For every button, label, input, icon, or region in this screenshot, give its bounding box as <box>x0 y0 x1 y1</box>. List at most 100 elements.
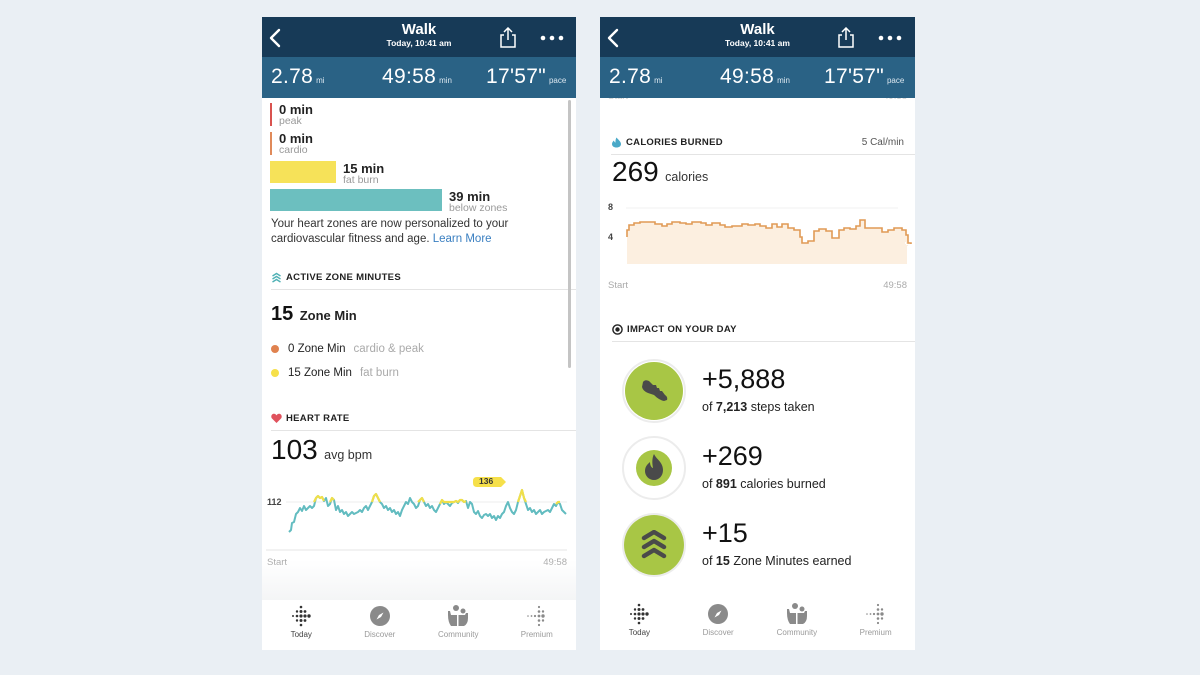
hr-peak-label: 136 <box>479 476 494 486</box>
nav-header: Walk Today, 10:41 am <box>262 17 576 57</box>
fitbit-dots-icon <box>292 605 311 627</box>
azm-item-cardio-peak: 0 Zone Min cardio & peak <box>271 343 424 355</box>
pace-stat: 17'57" pace <box>486 65 566 89</box>
desc-total: 15 <box>715 554 730 568</box>
distance-unit: mi <box>316 76 325 85</box>
tab-today-label: Today <box>628 628 651 637</box>
tab-discover[interactable]: Discover <box>341 600 420 650</box>
desc-total: 7,213 <box>715 400 748 414</box>
zone-peak-label: peak <box>279 115 302 127</box>
page-title: Walk <box>740 21 775 38</box>
page-subtitle: Today, 10:41 am <box>386 38 452 48</box>
desc-prefix: of <box>702 400 713 414</box>
right-screen-walk-details: Walk Today, 10:41 am 2.78 mi 49:58 min 17'… <box>600 17 915 650</box>
zone-below-label: below zones <box>449 202 508 214</box>
zone-fat-burn-label: fat burn <box>343 174 379 186</box>
stats-bar: 2.78 mi 49:58 min 17'57" pace <box>262 57 576 98</box>
calorie-drop-icon <box>612 137 621 148</box>
duration-unit: min <box>777 76 790 85</box>
impact-calories: +269 of 891 calories burned <box>600 436 915 506</box>
title-group: Walk Today, 10:41 am <box>600 21 915 49</box>
duration-value: 49:58 <box>720 65 775 88</box>
azm-total-unit: Zone Min <box>299 308 357 323</box>
tab-premium[interactable]: Premium <box>498 600 577 650</box>
tab-community[interactable]: Community <box>419 600 498 650</box>
active-zone-minutes-title: ACTIVE ZONE MINUTES <box>286 272 401 283</box>
distance-stat: 2.78 mi <box>271 65 325 89</box>
prev-chart-x-end: 49:58 <box>883 98 907 102</box>
zone-minutes-ring <box>622 513 686 577</box>
tab-community-label: Community <box>776 628 818 637</box>
steps-circle <box>625 362 683 420</box>
azm-item-label: cardio & peak <box>353 343 424 355</box>
tab-premium[interactable]: Premium <box>836 598 915 648</box>
zone-minutes-impact-value: +15 <box>702 518 748 548</box>
desc-prefix: of <box>702 477 713 491</box>
calories-total-unit: calories <box>665 170 709 184</box>
cardio-peak-dot-icon <box>271 345 279 353</box>
distance-stat: 2.78 mi <box>609 65 663 89</box>
nav-header: Walk Today, 10:41 am <box>600 17 915 57</box>
tab-discover-label: Discover <box>364 630 396 639</box>
more-options-icon[interactable] <box>878 34 902 42</box>
more-options-icon[interactable] <box>540 34 564 42</box>
heart-rate-average: 103 avg bpm <box>271 434 372 466</box>
page-title: Walk <box>401 21 437 38</box>
share-icon[interactable] <box>836 27 856 49</box>
active-zone-minutes-icon <box>272 272 281 283</box>
calories-ring <box>622 436 686 500</box>
impact-header: IMPACT ON YOUR DAY <box>612 324 915 342</box>
zone-below-mins: 39 min <box>449 189 491 204</box>
zone-chevrons-icon <box>641 530 667 559</box>
tab-today[interactable]: Today <box>262 600 341 650</box>
scroll-content[interactable]: Start 49:58 CALORIES BURNED 5 Cal/min 26… <box>600 98 915 600</box>
scroll-content[interactable]: 0 min peak 0 min cardio 15 min fat burn … <box>262 98 576 600</box>
azm-item-fat-burn: 15 Zone Min fat burn <box>271 367 399 379</box>
pace-unit: pace <box>548 76 567 85</box>
learn-more-link[interactable]: Learn More <box>432 232 492 245</box>
calories-chart[interactable] <box>600 198 915 288</box>
zone-fat-burn-bar <box>270 161 336 183</box>
scrollbar[interactable] <box>568 100 571 368</box>
desc-suffix: Zone Minutes earned <box>733 554 852 568</box>
duration-unit: min <box>439 76 452 85</box>
zone-peak-mins: 0 min <box>279 102 313 117</box>
zone-fat-burn-text: 15 min fat burn <box>343 162 384 185</box>
duration-stat: 49:58 min <box>720 65 790 89</box>
compass-icon <box>708 604 729 624</box>
tab-community[interactable]: Community <box>758 598 837 648</box>
fat-burn-dot-icon <box>271 369 279 377</box>
distance-unit: mi <box>654 76 663 85</box>
impact-steps: +5,888 of 7,213 steps taken <box>600 359 915 429</box>
pace-value: 17'57" <box>486 65 546 88</box>
tab-today-label: Today <box>290 630 312 639</box>
back-chevron-icon[interactable] <box>604 27 624 49</box>
fitbit-dots-icon <box>630 603 650 625</box>
avg-bpm-unit: avg bpm <box>324 448 373 462</box>
calories-y-tick-4: 4 <box>608 232 614 242</box>
tab-premium-label: Premium <box>859 628 892 637</box>
tab-today[interactable]: Today <box>600 598 679 648</box>
back-chevron-icon[interactable] <box>266 27 286 49</box>
zone-fat-burn-mins: 15 min <box>343 161 385 176</box>
premium-dots-icon <box>526 605 545 627</box>
desc-suffix: steps taken <box>750 400 815 414</box>
tab-discover-label: Discover <box>702 628 734 637</box>
left-screen-walk-details: Walk Today, 10:41 am 2.78 mi 49:58 min 17'… <box>262 17 576 650</box>
calories-impact-value: +269 <box>702 441 763 471</box>
zone-cardio-text: 0 min cardio <box>279 132 313 155</box>
zone-peak-indicator <box>270 103 272 126</box>
calories-impact-desc: of 891 calories burned <box>702 477 826 491</box>
share-icon[interactable] <box>498 27 518 49</box>
avg-bpm-value: 103 <box>271 434 318 465</box>
title-group: Walk Today, 10:41 am <box>262 21 576 49</box>
zone-peak-text: 0 min peak <box>279 103 313 126</box>
tab-discover[interactable]: Discover <box>679 598 758 648</box>
zone-cardio-mins: 0 min <box>279 131 313 146</box>
calories-rate: 5 Cal/min <box>861 137 904 148</box>
desc-total: 891 <box>715 477 737 491</box>
steps-impact-value: +5,888 <box>702 364 786 394</box>
heart-rate-header: HEART RATE <box>271 413 576 431</box>
calories-x-end: 49:58 <box>883 280 907 291</box>
heart-rate-chart[interactable] <box>262 468 576 558</box>
